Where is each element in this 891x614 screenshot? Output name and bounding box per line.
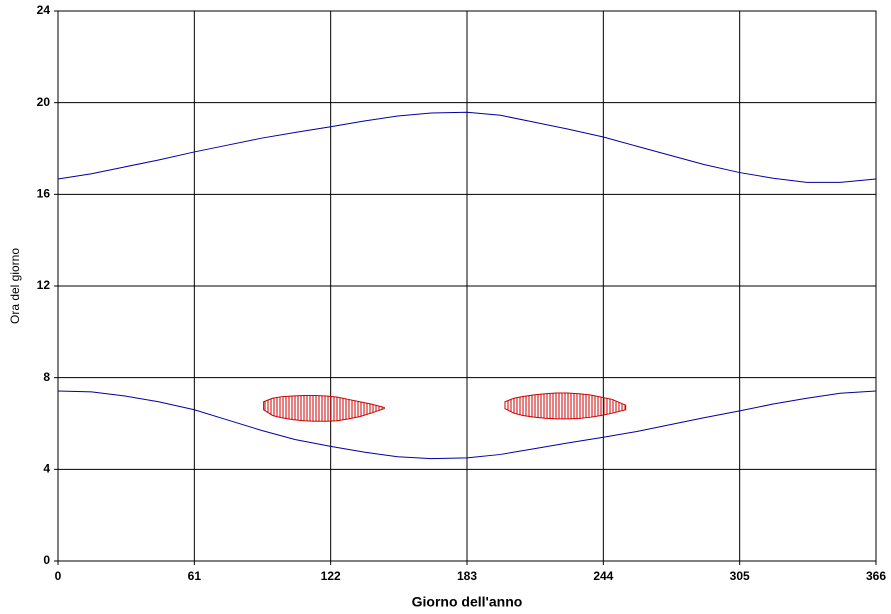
y-tick-label: 12 [37,278,51,292]
x-tick-label: 366 [866,569,886,583]
series-line [57,111,877,183]
x-tick-label: 61 [188,569,202,583]
plot-frame [57,10,877,562]
x-tick-label: 244 [593,569,613,583]
y-tick-label: 20 [37,95,51,109]
x-axis-label: Giorno dell'anno [412,594,523,610]
shaded-region [504,392,627,420]
x-tick-label: 122 [321,569,341,583]
y-tick-label: 0 [43,553,50,567]
series-line [57,390,877,460]
y-axis-label: Ora del giorno [8,248,22,324]
y-tick-label: 16 [37,187,51,201]
y-tick-label: 24 [37,3,51,17]
x-tick-label: 0 [55,569,62,583]
y-tick-label: 8 [43,370,50,384]
x-tick-label: 183 [457,569,477,583]
x-tick-label: 305 [730,569,750,583]
shaded-region [263,395,385,422]
y-tick-label: 4 [43,462,50,476]
